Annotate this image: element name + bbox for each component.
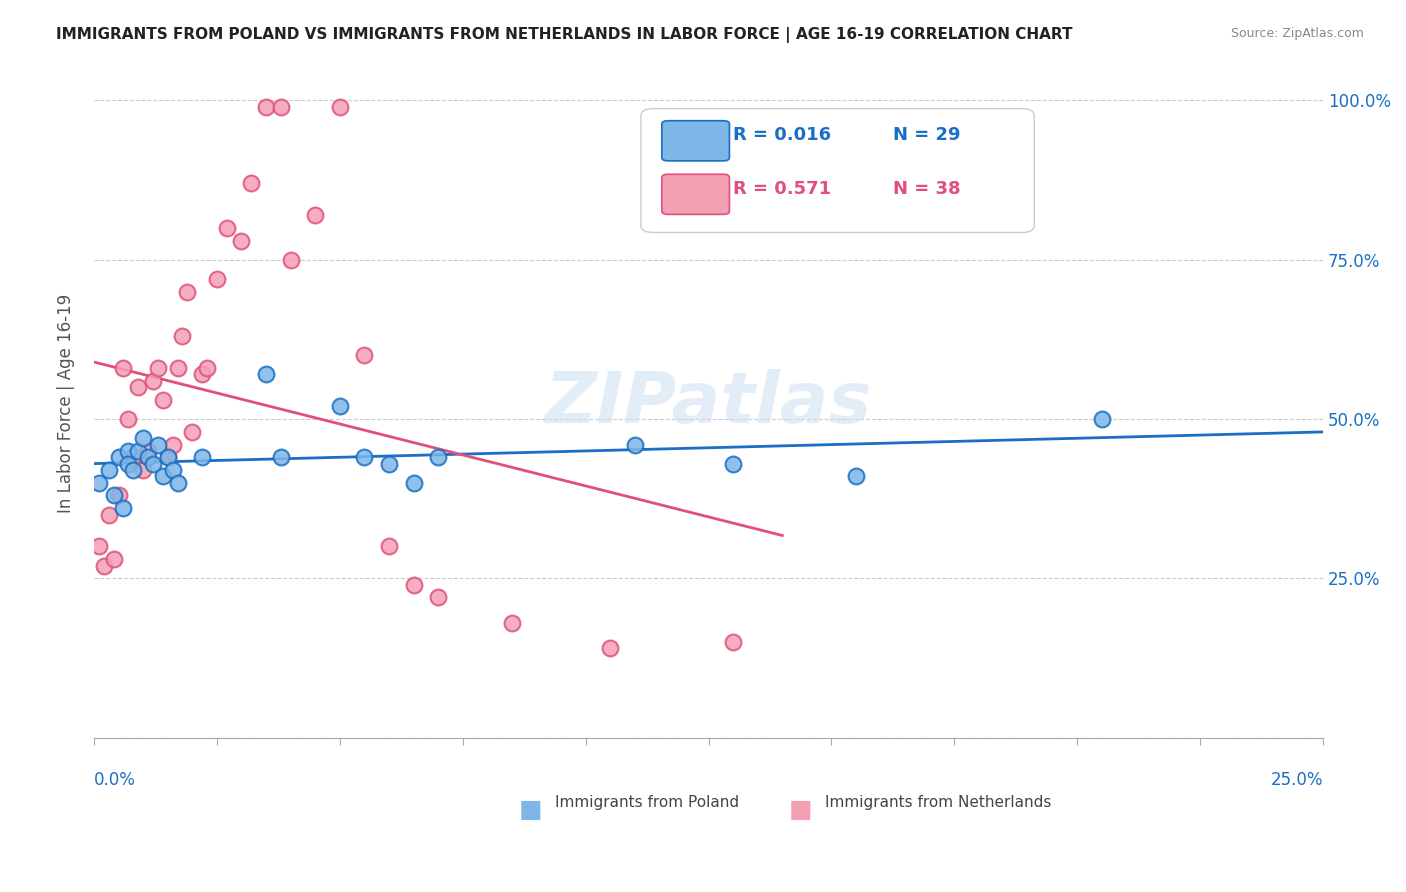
Point bbox=[402, 578, 425, 592]
FancyBboxPatch shape bbox=[662, 174, 730, 214]
Point bbox=[103, 488, 125, 502]
Point bbox=[132, 463, 155, 477]
Point bbox=[103, 552, 125, 566]
Text: N = 29: N = 29 bbox=[893, 126, 960, 145]
Text: ZIPatlas: ZIPatlas bbox=[546, 368, 872, 438]
Point bbox=[721, 635, 744, 649]
Point bbox=[329, 100, 352, 114]
Point bbox=[353, 450, 375, 465]
Point bbox=[501, 615, 523, 630]
Text: R = 0.571: R = 0.571 bbox=[733, 179, 831, 198]
Point bbox=[353, 348, 375, 362]
Point bbox=[205, 272, 228, 286]
Text: Source: ZipAtlas.com: Source: ZipAtlas.com bbox=[1230, 27, 1364, 40]
Point bbox=[162, 437, 184, 451]
Point bbox=[195, 361, 218, 376]
Point bbox=[122, 463, 145, 477]
Point bbox=[845, 469, 868, 483]
Point bbox=[107, 488, 129, 502]
Point bbox=[97, 463, 120, 477]
Point bbox=[136, 443, 159, 458]
Point bbox=[117, 443, 139, 458]
Point bbox=[1091, 412, 1114, 426]
Point bbox=[329, 399, 352, 413]
Point bbox=[254, 368, 277, 382]
Point bbox=[270, 450, 292, 465]
Point bbox=[215, 220, 238, 235]
Point bbox=[240, 176, 263, 190]
Point bbox=[156, 450, 179, 465]
Text: 0.0%: 0.0% bbox=[94, 771, 136, 789]
Point bbox=[623, 437, 645, 451]
Point bbox=[181, 425, 204, 439]
Point bbox=[152, 392, 174, 407]
Point bbox=[156, 450, 179, 465]
Point bbox=[142, 374, 165, 388]
Point bbox=[132, 431, 155, 445]
Point bbox=[191, 450, 214, 465]
Point bbox=[427, 591, 450, 605]
Text: ■: ■ bbox=[789, 797, 813, 822]
Text: ■: ■ bbox=[519, 797, 543, 822]
Point bbox=[191, 368, 214, 382]
FancyBboxPatch shape bbox=[662, 120, 730, 161]
Point bbox=[254, 100, 277, 114]
Point bbox=[378, 540, 401, 554]
Point bbox=[142, 457, 165, 471]
Point bbox=[122, 450, 145, 465]
Point bbox=[117, 457, 139, 471]
Point bbox=[107, 450, 129, 465]
Point bbox=[146, 437, 169, 451]
Point bbox=[176, 285, 198, 299]
Text: 25.0%: 25.0% bbox=[1271, 771, 1323, 789]
Point bbox=[87, 475, 110, 490]
Point bbox=[231, 234, 253, 248]
Point bbox=[152, 469, 174, 483]
Point bbox=[402, 475, 425, 490]
Point bbox=[304, 208, 326, 222]
Point bbox=[97, 508, 120, 522]
Text: IMMIGRANTS FROM POLAND VS IMMIGRANTS FROM NETHERLANDS IN LABOR FORCE | AGE 16-19: IMMIGRANTS FROM POLAND VS IMMIGRANTS FRO… bbox=[56, 27, 1073, 43]
FancyBboxPatch shape bbox=[641, 109, 1035, 233]
Text: N = 38: N = 38 bbox=[893, 179, 960, 198]
Text: Immigrants from Netherlands: Immigrants from Netherlands bbox=[825, 795, 1052, 810]
Point bbox=[127, 380, 149, 394]
Point bbox=[127, 443, 149, 458]
Point bbox=[599, 641, 621, 656]
Point bbox=[166, 361, 188, 376]
Text: R = 0.016: R = 0.016 bbox=[733, 126, 831, 145]
Point bbox=[146, 361, 169, 376]
Point bbox=[270, 100, 292, 114]
Point bbox=[721, 457, 744, 471]
Text: Immigrants from Poland: Immigrants from Poland bbox=[555, 795, 740, 810]
Point bbox=[112, 501, 135, 516]
Y-axis label: In Labor Force | Age 16-19: In Labor Force | Age 16-19 bbox=[58, 293, 75, 513]
Point bbox=[172, 329, 194, 343]
Point bbox=[87, 540, 110, 554]
Point bbox=[93, 558, 115, 573]
Point bbox=[166, 475, 188, 490]
Point bbox=[162, 463, 184, 477]
Point bbox=[112, 361, 135, 376]
Point bbox=[117, 412, 139, 426]
Point bbox=[280, 252, 302, 267]
Point bbox=[136, 450, 159, 465]
Point bbox=[427, 450, 450, 465]
Point bbox=[378, 457, 401, 471]
